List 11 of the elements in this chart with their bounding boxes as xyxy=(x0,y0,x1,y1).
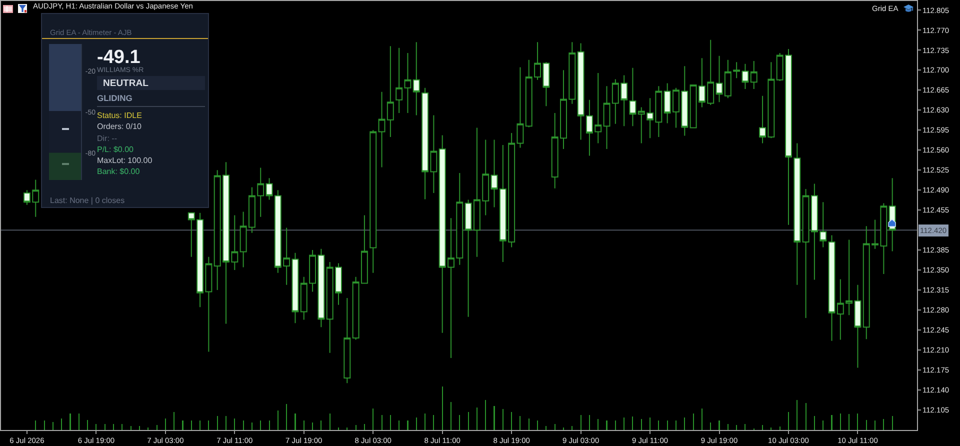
annotation: Status: IDLE xyxy=(97,111,142,120)
annotation: Orders: 0/10 xyxy=(97,122,142,131)
annotation: GLIDING xyxy=(97,93,132,103)
annotation: MaxLot: 100.00 xyxy=(97,156,152,165)
annotation: Dir: -- xyxy=(97,134,117,142)
annotation: -49.1 xyxy=(97,47,140,68)
annotation: NEUTRAL xyxy=(103,78,148,88)
annotation: Bank: $0.00 xyxy=(97,167,140,176)
annotation: Last: None | 0 closes xyxy=(50,196,125,205)
badge: NEUTRAL xyxy=(97,76,205,90)
annotation: P/L: $0.00 xyxy=(97,145,134,154)
